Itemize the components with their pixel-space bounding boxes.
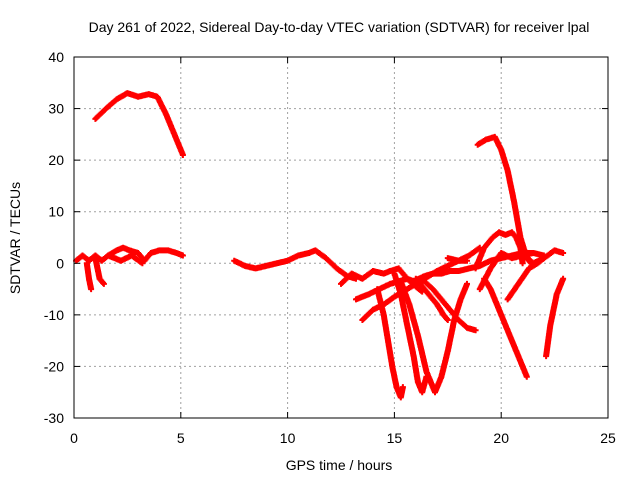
- series-markers: [474, 133, 535, 267]
- y-tick-label: 20: [48, 152, 64, 168]
- series-markers: [412, 275, 479, 334]
- y-tick-label: 30: [48, 101, 64, 117]
- series-markers: [105, 252, 146, 267]
- y-tick-label: 0: [56, 255, 64, 271]
- x-tick-label: 0: [70, 430, 78, 446]
- y-tick-label: -10: [44, 307, 64, 323]
- y-tick-label: -20: [44, 358, 64, 374]
- series-arc-4: [92, 255, 107, 287]
- x-tick-label: 15: [387, 430, 403, 446]
- x-tick-label: 5: [177, 430, 185, 446]
- series-markers: [231, 247, 359, 282]
- series-arc-6: [231, 247, 359, 282]
- series-arc-5: [105, 252, 146, 267]
- series-markers: [519, 247, 567, 267]
- series-arc-10: [374, 286, 406, 401]
- series-markers: [92, 255, 107, 287]
- series-arc-12: [397, 278, 470, 396]
- series-markers: [92, 90, 186, 158]
- series-markers: [83, 260, 95, 293]
- x-tick-label: 20: [493, 430, 509, 446]
- series-arc-15: [444, 255, 470, 264]
- y-tick-label: 10: [48, 204, 64, 220]
- x-tick-label: 25: [600, 430, 616, 446]
- x-tick-label: 10: [280, 430, 296, 446]
- series-arc-17: [474, 133, 535, 267]
- series-arc-11: [391, 270, 430, 396]
- y-tick-label: 40: [48, 49, 64, 65]
- series-markers: [397, 278, 470, 396]
- series-arc-21: [519, 247, 567, 267]
- series-markers: [417, 280, 451, 323]
- series-markers: [391, 270, 430, 396]
- series-markers: [374, 286, 406, 401]
- series-arc-22: [543, 275, 567, 360]
- series-markers: [543, 275, 567, 360]
- x-axis-label: GPS time / hours: [286, 457, 393, 473]
- grid-lines: [74, 57, 608, 418]
- series-markers: [444, 255, 470, 264]
- y-axis-label: SDTVAR / TECUs: [7, 182, 23, 294]
- chart-title: Day 261 of 2022, Sidereal Day-to-day VTE…: [89, 19, 590, 35]
- series-arc-13: [412, 275, 479, 334]
- series-arc-3: [83, 260, 95, 293]
- axis-ticks: 0 5 10 15 20 25 -30 -20 -10 0 10 20 30 40: [44, 49, 616, 446]
- y-tick-label: -30: [44, 410, 64, 426]
- plot-frame: [73, 56, 609, 419]
- data-points: [73, 90, 567, 401]
- series-arc-14: [417, 280, 451, 323]
- series-arc-1: [92, 90, 186, 158]
